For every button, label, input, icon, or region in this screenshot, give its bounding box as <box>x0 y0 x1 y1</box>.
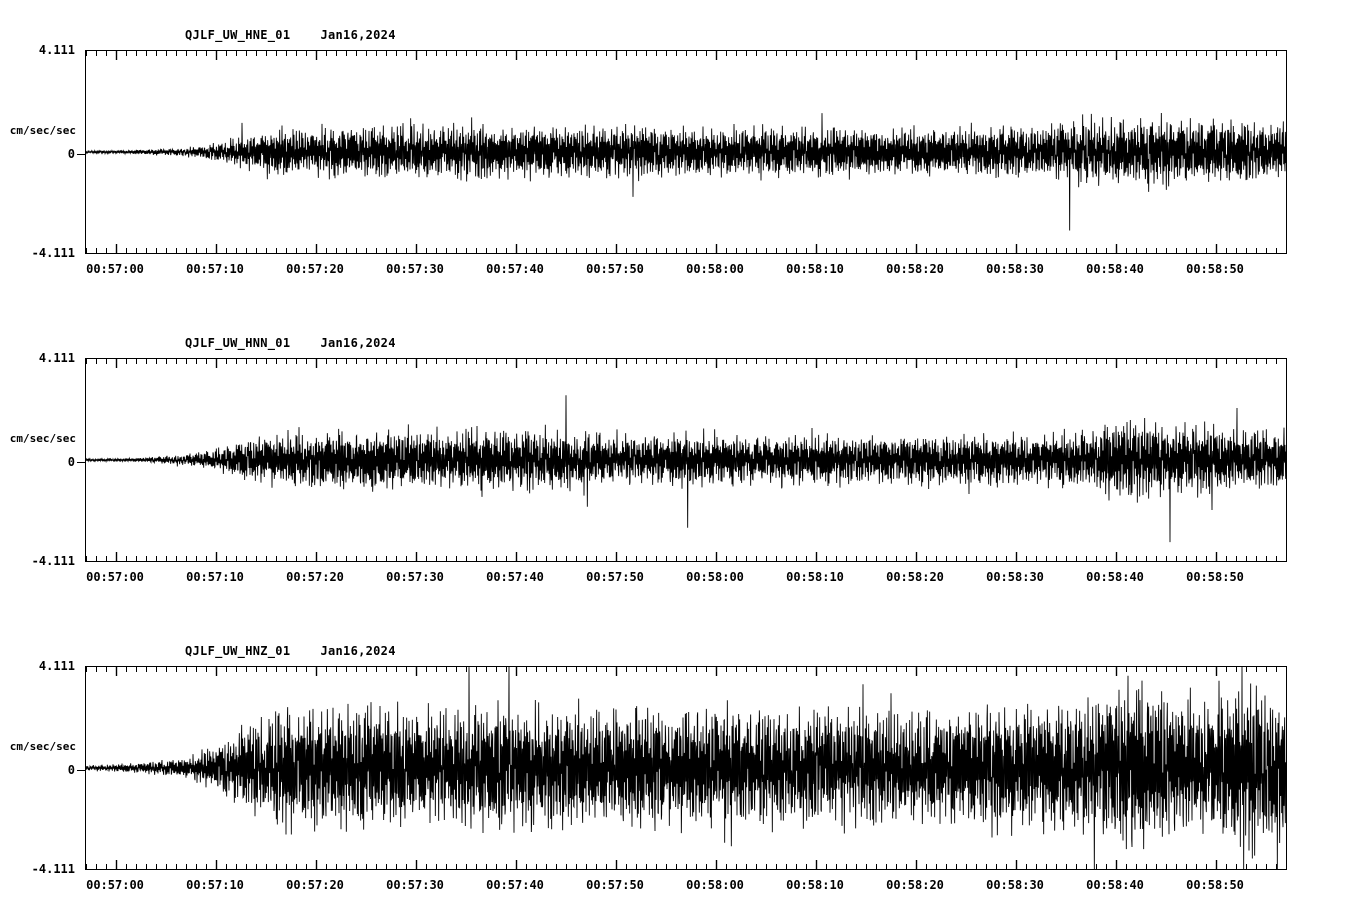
x-tick-label: 00:57:50 <box>586 262 644 276</box>
x-tick-label: 00:57:20 <box>286 262 344 276</box>
x-tick-label: 00:57:40 <box>486 262 544 276</box>
x-tick-label: 00:57:40 <box>486 570 544 584</box>
y-mid-label-hnz: 0 <box>67 763 75 777</box>
x-tick-label: 00:58:00 <box>686 262 744 276</box>
panel-title-hne: QJLF_UW_HNE_01 Jan16,2024 <box>185 28 396 42</box>
panel-title-hnz: QJLF_UW_HNZ_01 Jan16,2024 <box>185 644 396 658</box>
y-mid-tick-hne <box>77 154 85 155</box>
y-min-label-hnz: -4.111 <box>31 862 75 876</box>
x-tick-label: 00:58:40 <box>1086 570 1144 584</box>
y-units-label-hnn: cm/sec/sec <box>9 432 76 445</box>
axis-ticks-hne <box>86 51 1277 253</box>
y-mid-tick-hnz <box>77 770 85 771</box>
y-max-label-hne: 4.111 <box>38 43 75 57</box>
plot-frame-hne <box>85 50 1287 254</box>
x-axis-labels-hne: 00:57:00 00:57:10 00:57:20 00:57:30 00:57:40… <box>0 262 1358 280</box>
x-tick-label: 00:58:30 <box>986 570 1044 584</box>
plot-frame-hnz <box>85 666 1287 870</box>
x-tick-label: 00:57:20 <box>286 878 344 892</box>
x-axis-labels-hnn: 00:57:00 00:57:10 00:57:20 00:57:30 00:57:40… <box>0 570 1358 588</box>
y-mid-label-hne: 0 <box>67 147 75 161</box>
panel-title-hnn: QJLF_UW_HNN_01 Jan16,2024 <box>185 336 396 350</box>
x-tick-label: 00:57:00 <box>86 878 144 892</box>
y-mid-label-hnn: 0 <box>67 455 75 469</box>
x-tick-label: 00:57:10 <box>186 878 244 892</box>
x-tick-label: 00:58:30 <box>986 878 1044 892</box>
x-tick-label: 00:58:10 <box>786 878 844 892</box>
panel-title-text-hne: QJLF_UW_HNE_01 <box>185 28 291 42</box>
panel-date-hnz: Jan16,2024 <box>320 644 396 658</box>
x-tick-label: 00:57:30 <box>386 878 444 892</box>
x-tick-label: 00:58:10 <box>786 262 844 276</box>
plot-frame-hnn <box>85 358 1287 562</box>
x-tick-label: 00:58:20 <box>886 878 944 892</box>
x-tick-label: 00:58:20 <box>886 262 944 276</box>
y-units-label-hnz: cm/sec/sec <box>9 740 76 753</box>
x-tick-label: 00:57:20 <box>286 570 344 584</box>
axis-ticks-hnn <box>86 359 1277 561</box>
y-min-label-hne: -4.111 <box>31 246 75 260</box>
x-tick-label: 00:57:40 <box>486 878 544 892</box>
x-tick-label: 00:58:50 <box>1186 570 1244 584</box>
x-axis-labels-hnz: 00:57:00 00:57:10 00:57:20 00:57:30 00:57:40… <box>0 878 1358 896</box>
y-mid-tick-hnn <box>77 462 85 463</box>
y-max-label-hnn: 4.111 <box>38 351 75 365</box>
panel-title-text-hnz: QJLF_UW_HNZ_01 <box>185 644 291 658</box>
axis-ticks-hnz <box>86 667 1277 869</box>
x-tick-label: 00:57:50 <box>586 570 644 584</box>
waveform-hne <box>86 113 1286 231</box>
x-tick-label: 00:58:50 <box>1186 262 1244 276</box>
panel-title-text-hnn: QJLF_UW_HNN_01 <box>185 336 291 350</box>
y-min-label-hnn: -4.111 <box>31 554 75 568</box>
x-tick-label: 00:58:40 <box>1086 878 1144 892</box>
x-tick-label: 00:57:50 <box>586 878 644 892</box>
x-tick-label: 00:58:20 <box>886 570 944 584</box>
x-tick-label: 00:58:50 <box>1186 878 1244 892</box>
y-units-label-hne: cm/sec/sec <box>9 124 76 137</box>
x-tick-label: 00:57:00 <box>86 262 144 276</box>
x-tick-label: 00:57:30 <box>386 262 444 276</box>
x-tick-label: 00:57:30 <box>386 570 444 584</box>
panel-date-hnn: Jan16,2024 <box>320 336 396 350</box>
x-tick-label: 00:58:40 <box>1086 262 1144 276</box>
y-max-label-hnz: 4.111 <box>38 659 75 673</box>
panel-date-hne: Jan16,2024 <box>320 28 396 42</box>
x-tick-label: 00:58:00 <box>686 878 744 892</box>
x-tick-label: 00:58:30 <box>986 262 1044 276</box>
x-tick-label: 00:58:10 <box>786 570 844 584</box>
waveform-hnz <box>86 667 1286 869</box>
x-tick-label: 00:57:00 <box>86 570 144 584</box>
x-tick-label: 00:58:00 <box>686 570 744 584</box>
waveform-hnn <box>86 395 1286 543</box>
x-tick-label: 00:57:10 <box>186 262 244 276</box>
x-tick-label: 00:57:10 <box>186 570 244 584</box>
